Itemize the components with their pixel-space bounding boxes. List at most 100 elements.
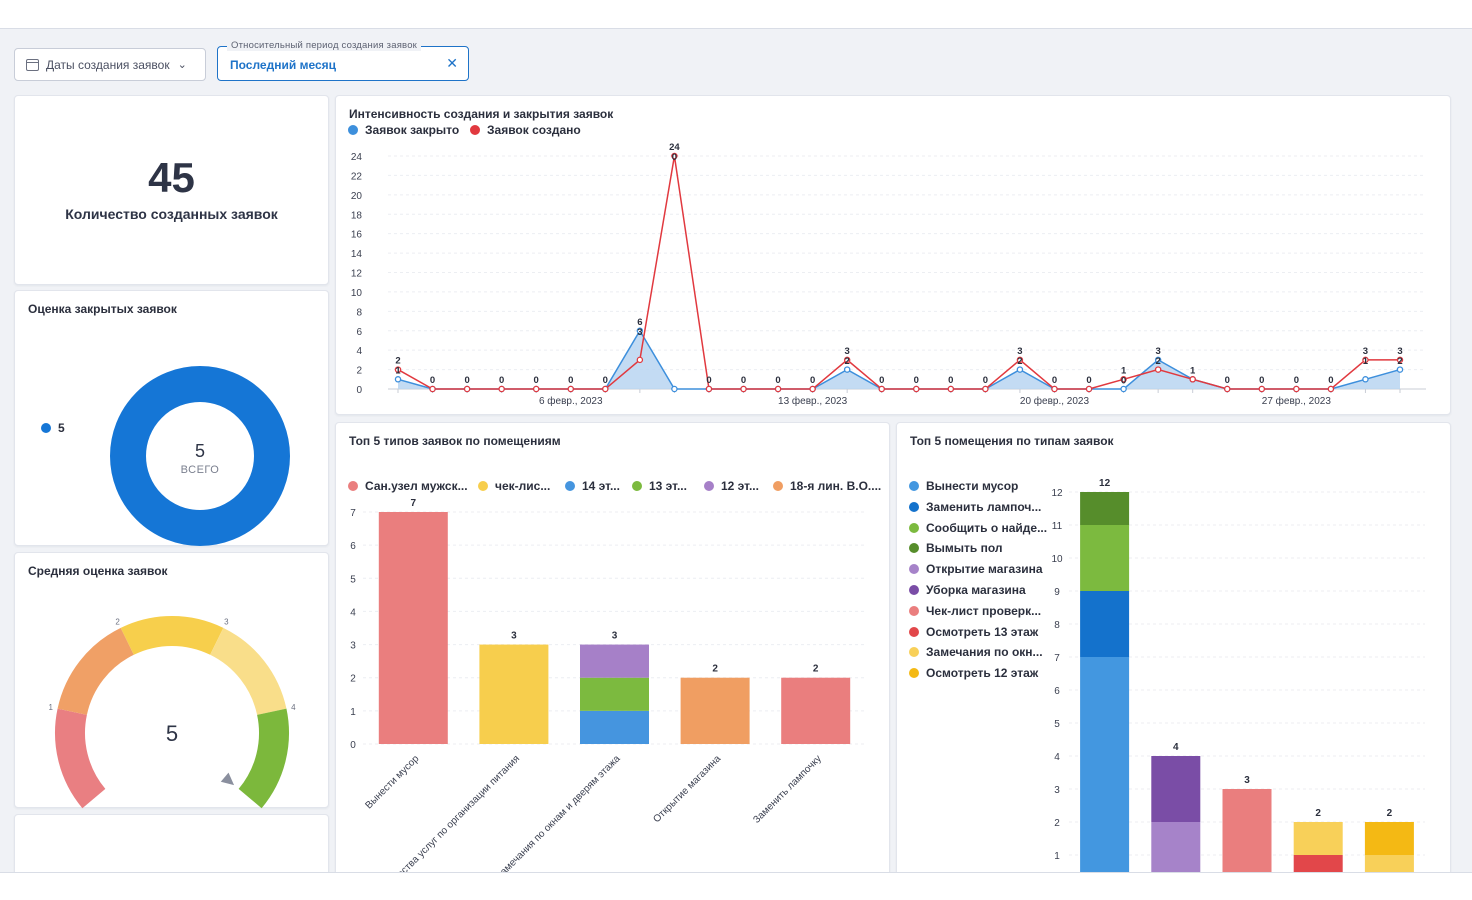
created-point[interactable] xyxy=(809,385,816,393)
created-point[interactable] xyxy=(463,385,471,393)
x-tick-label: 6 февр., 2023 xyxy=(539,395,603,407)
bar-segment[interactable] xyxy=(1080,492,1130,525)
bar-segment[interactable] xyxy=(1364,822,1414,855)
bar2-legend-item[interactable]: Вымыть пол xyxy=(909,541,1003,555)
bar-segment[interactable] xyxy=(479,644,549,744)
bar-segment[interactable] xyxy=(1151,756,1201,822)
closed-point[interactable] xyxy=(843,366,851,373)
gauge-pointer xyxy=(220,772,235,786)
data-label: 24 xyxy=(669,142,680,153)
data-label: 0 xyxy=(1052,375,1057,386)
donut-slice[interactable] xyxy=(110,366,290,546)
x-tick-label: 13 февр., 2023 xyxy=(778,395,848,407)
created-point[interactable] xyxy=(394,366,402,373)
closed-point[interactable] xyxy=(1362,376,1369,383)
bar2-legend-item[interactable]: Сообщить о найде... xyxy=(909,521,1047,535)
data-label: 0 xyxy=(914,375,919,386)
bar-segment[interactable] xyxy=(580,677,649,711)
bar-segment[interactable] xyxy=(781,677,851,744)
closed-point[interactable] xyxy=(636,327,644,334)
created-point[interactable] xyxy=(602,385,609,393)
created-line xyxy=(397,155,1400,390)
created-point[interactable] xyxy=(705,385,713,393)
bar2-legend-item[interactable]: Уборка магазина xyxy=(909,583,1026,597)
closed-area xyxy=(398,330,1400,389)
bar2-legend-item[interactable]: Вынести мусор xyxy=(909,479,1018,493)
bar-segment[interactable] xyxy=(1080,525,1130,591)
created-point[interactable] xyxy=(1120,376,1127,383)
legend-dot xyxy=(909,543,919,554)
bar2-legend-item[interactable]: Чек-лист проверк... xyxy=(909,604,1041,618)
created-point[interactable] xyxy=(1051,385,1058,393)
created-point[interactable] xyxy=(947,385,955,393)
created-point[interactable] xyxy=(429,385,436,393)
bar-segment[interactable] xyxy=(1222,789,1272,873)
bar2-legend-item[interactable]: Осмотреть 13 этаж xyxy=(909,625,1038,639)
created-point[interactable] xyxy=(1154,366,1162,373)
created-point[interactable] xyxy=(567,385,575,393)
created-point[interactable] xyxy=(878,385,885,393)
bar-segment[interactable] xyxy=(680,677,750,744)
bar2-legend-item[interactable]: Открытие магазина xyxy=(909,562,1043,576)
line-legend-created[interactable]: Заявок создано xyxy=(470,123,581,137)
closed-point[interactable] xyxy=(1154,356,1162,364)
data-label: 3 xyxy=(1017,346,1022,357)
y-tick-label: 12 xyxy=(351,269,363,280)
closed-point[interactable] xyxy=(1016,366,1024,373)
created-point[interactable] xyxy=(636,356,644,364)
y-tick-label: 10 xyxy=(351,288,363,299)
bar1-legend-item[interactable]: Сан.узел мужск... xyxy=(348,479,468,493)
bar2-legend-item[interactable]: Заменить лампоч... xyxy=(909,500,1041,514)
created-point[interactable] xyxy=(1327,385,1335,393)
y-tick-label: 6 xyxy=(356,327,362,338)
created-point[interactable] xyxy=(532,385,540,393)
period-filter[interactable]: Относительный период создания заявок Пос… xyxy=(217,40,469,81)
y-tick-label: 4 xyxy=(350,607,356,618)
bar1-legend-item[interactable]: 18-я лин. В.О.... xyxy=(773,479,881,493)
line-legend-closed[interactable]: Заявок закрыто xyxy=(348,123,459,137)
created-point[interactable] xyxy=(1085,385,1093,393)
bar-segment[interactable] xyxy=(1080,657,1130,873)
data-label: 0 xyxy=(1259,375,1264,386)
y-tick-label: 8 xyxy=(356,307,362,318)
bar-chart-types: 0 1 2 3 4 5 6 7 7 Вынести мусор 3 ...ки качества ус… xyxy=(350,498,866,872)
bar-segment[interactable] xyxy=(1080,591,1130,657)
created-point[interactable] xyxy=(843,356,851,364)
bar1-legend-item[interactable]: 12 эт... xyxy=(704,479,759,493)
donut-legend-item[interactable]: 5 xyxy=(41,421,65,435)
bar-segment[interactable] xyxy=(1293,855,1343,873)
bar-segment[interactable] xyxy=(1364,855,1414,873)
created-point[interactable] xyxy=(1016,356,1024,364)
bar-segment[interactable] xyxy=(378,512,448,744)
bar2-legend-item[interactable]: Замечания по окн... xyxy=(909,645,1043,659)
closed-point[interactable] xyxy=(671,385,678,393)
bar-segment[interactable] xyxy=(1293,822,1343,855)
created-point[interactable] xyxy=(1189,376,1196,383)
close-icon[interactable]: ✕ xyxy=(446,55,458,71)
bar2-legend-item[interactable]: Осмотреть 12 этаж xyxy=(909,666,1038,680)
created-point[interactable] xyxy=(740,385,747,393)
bar-segment[interactable] xyxy=(1151,822,1201,873)
closed-point[interactable] xyxy=(1120,385,1127,393)
created-point[interactable] xyxy=(1223,385,1231,393)
closed-point[interactable] xyxy=(1396,366,1404,373)
created-point[interactable] xyxy=(1258,385,1266,393)
created-point[interactable] xyxy=(982,385,989,393)
dates-filter-button[interactable]: Даты создания заявок ⌄ xyxy=(14,48,206,81)
bar1-legend-item[interactable]: 13 эт... xyxy=(632,479,687,493)
bar-segment[interactable] xyxy=(580,644,649,678)
bar1-legend-item[interactable]: чек-лис... xyxy=(478,479,550,493)
created-point[interactable] xyxy=(1396,356,1404,364)
bar-segment[interactable] xyxy=(580,710,649,744)
created-point[interactable] xyxy=(1293,385,1300,393)
created-point[interactable] xyxy=(913,385,920,393)
bar-total-label: 3 xyxy=(511,631,517,642)
created-point[interactable] xyxy=(671,152,678,160)
bar1-legend-item[interactable]: 14 эт... xyxy=(565,479,620,493)
created-point[interactable] xyxy=(774,385,782,393)
closed-point[interactable] xyxy=(394,376,402,383)
y-tick-label: 7 xyxy=(350,508,356,519)
created-point[interactable] xyxy=(1362,356,1369,364)
created-point[interactable] xyxy=(498,385,505,393)
y-tick-label: 4 xyxy=(1054,752,1060,763)
